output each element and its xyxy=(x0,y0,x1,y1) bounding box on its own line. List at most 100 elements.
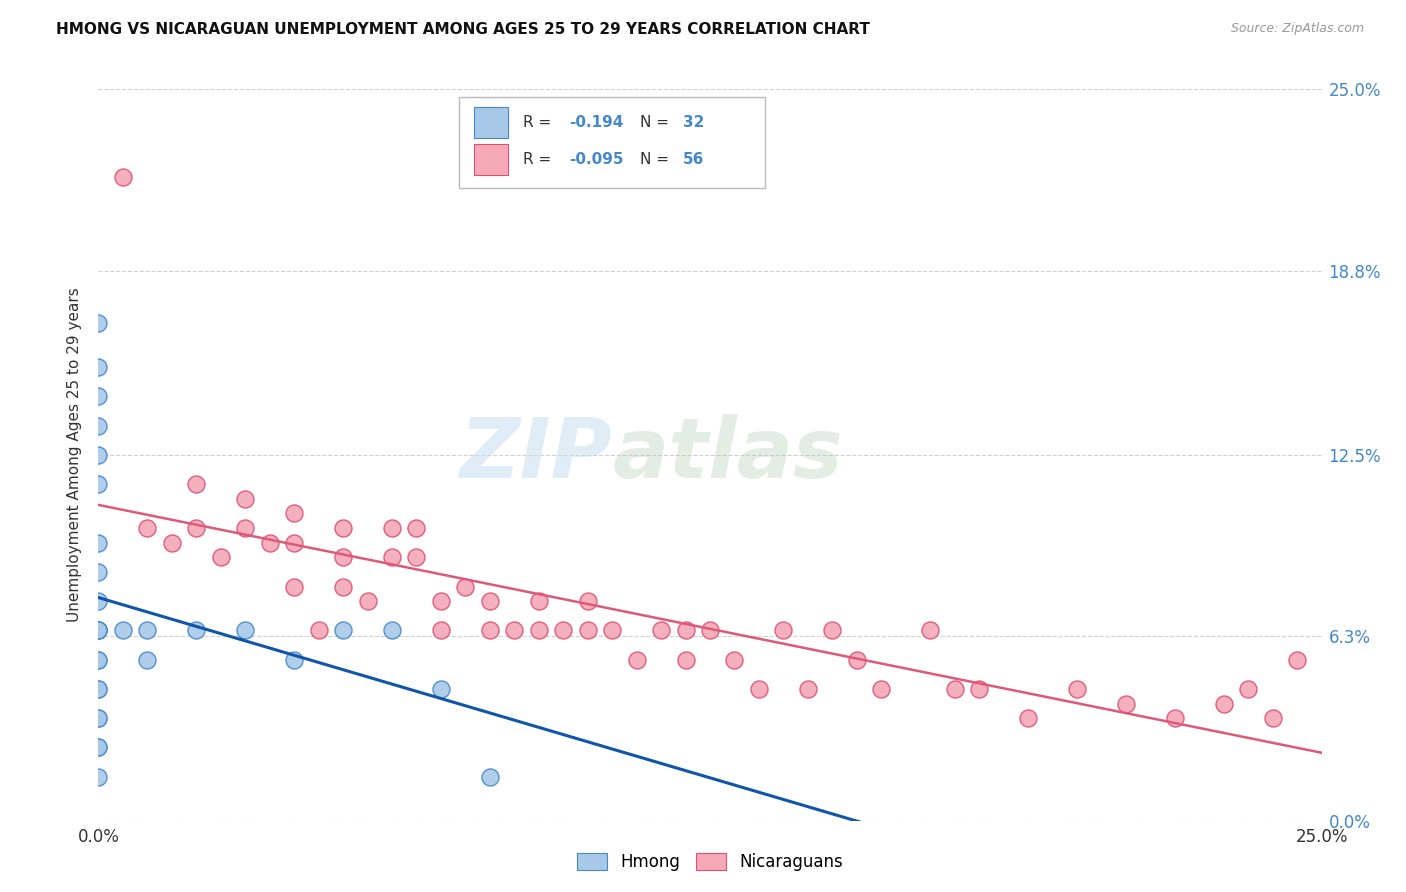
Point xyxy=(576,624,599,638)
Point xyxy=(699,624,721,638)
Point xyxy=(87,681,110,696)
Point xyxy=(233,491,256,506)
Point xyxy=(136,653,159,667)
Point xyxy=(356,594,378,608)
Point xyxy=(1066,681,1088,696)
Point xyxy=(160,535,183,549)
Point xyxy=(967,681,990,696)
Point xyxy=(797,681,820,696)
Point xyxy=(186,624,208,638)
Point xyxy=(405,521,427,535)
Point xyxy=(553,624,575,638)
Point xyxy=(748,681,770,696)
Point xyxy=(503,624,526,638)
Point xyxy=(405,550,427,565)
Point xyxy=(821,624,844,638)
Point xyxy=(845,653,868,667)
Point xyxy=(478,770,501,784)
Point xyxy=(87,653,110,667)
Point xyxy=(87,711,110,725)
Point xyxy=(87,711,110,725)
Text: 32: 32 xyxy=(683,115,704,130)
Point xyxy=(332,580,354,594)
Text: 56: 56 xyxy=(683,152,704,167)
Point xyxy=(111,169,134,184)
Text: atlas: atlas xyxy=(612,415,842,495)
Point xyxy=(1286,653,1309,667)
Point xyxy=(87,740,110,755)
Point xyxy=(1261,711,1284,725)
Point xyxy=(600,624,623,638)
Point xyxy=(87,535,110,549)
Point xyxy=(87,681,110,696)
Text: HMONG VS NICARAGUAN UNEMPLOYMENT AMONG AGES 25 TO 29 YEARS CORRELATION CHART: HMONG VS NICARAGUAN UNEMPLOYMENT AMONG A… xyxy=(56,22,870,37)
Point xyxy=(87,594,110,608)
Point xyxy=(332,550,354,565)
Text: R =: R = xyxy=(523,152,555,167)
Point xyxy=(136,521,159,535)
Point xyxy=(675,624,697,638)
Point xyxy=(332,521,354,535)
Point xyxy=(626,653,648,667)
Point xyxy=(87,624,110,638)
Point xyxy=(87,389,110,403)
Point xyxy=(920,624,942,638)
Text: Source: ZipAtlas.com: Source: ZipAtlas.com xyxy=(1230,22,1364,36)
Text: N =: N = xyxy=(640,152,675,167)
Point xyxy=(283,535,305,549)
Point xyxy=(430,594,453,608)
Point xyxy=(1115,697,1137,711)
Point xyxy=(527,594,550,608)
Point xyxy=(209,550,232,565)
Point xyxy=(381,550,404,565)
Text: ZIP: ZIP xyxy=(460,415,612,495)
Point xyxy=(576,594,599,608)
Point xyxy=(1164,711,1187,725)
Point xyxy=(87,624,110,638)
Point xyxy=(233,521,256,535)
Y-axis label: Unemployment Among Ages 25 to 29 years: Unemployment Among Ages 25 to 29 years xyxy=(67,287,83,623)
Point xyxy=(259,535,281,549)
Point xyxy=(723,653,745,667)
Point xyxy=(87,624,110,638)
Legend: Hmong, Nicaraguans: Hmong, Nicaraguans xyxy=(569,847,851,878)
Point xyxy=(1017,711,1039,725)
Text: -0.095: -0.095 xyxy=(569,152,624,167)
Point xyxy=(1237,681,1260,696)
Point xyxy=(478,624,501,638)
Point xyxy=(136,624,159,638)
Point xyxy=(430,624,453,638)
Point xyxy=(430,681,453,696)
Point xyxy=(870,681,893,696)
Point xyxy=(283,653,305,667)
Point xyxy=(87,770,110,784)
Point xyxy=(233,624,256,638)
Point xyxy=(381,624,404,638)
Point xyxy=(87,477,110,491)
Point xyxy=(332,624,354,638)
Point xyxy=(87,316,110,330)
Point xyxy=(87,624,110,638)
FancyBboxPatch shape xyxy=(474,144,508,175)
Point xyxy=(478,594,501,608)
Point xyxy=(650,624,672,638)
Point xyxy=(381,521,404,535)
Text: N =: N = xyxy=(640,115,675,130)
Point xyxy=(87,448,110,462)
Point xyxy=(111,624,134,638)
Point xyxy=(675,653,697,667)
Point xyxy=(186,477,208,491)
Point xyxy=(87,360,110,375)
Point xyxy=(283,580,305,594)
Point xyxy=(454,580,477,594)
Point xyxy=(527,624,550,638)
Point xyxy=(87,565,110,579)
Point xyxy=(308,624,330,638)
Point xyxy=(943,681,966,696)
Point xyxy=(186,521,208,535)
Point xyxy=(87,740,110,755)
Point xyxy=(772,624,794,638)
Point xyxy=(1212,697,1234,711)
Point xyxy=(87,418,110,433)
Point xyxy=(283,507,305,521)
